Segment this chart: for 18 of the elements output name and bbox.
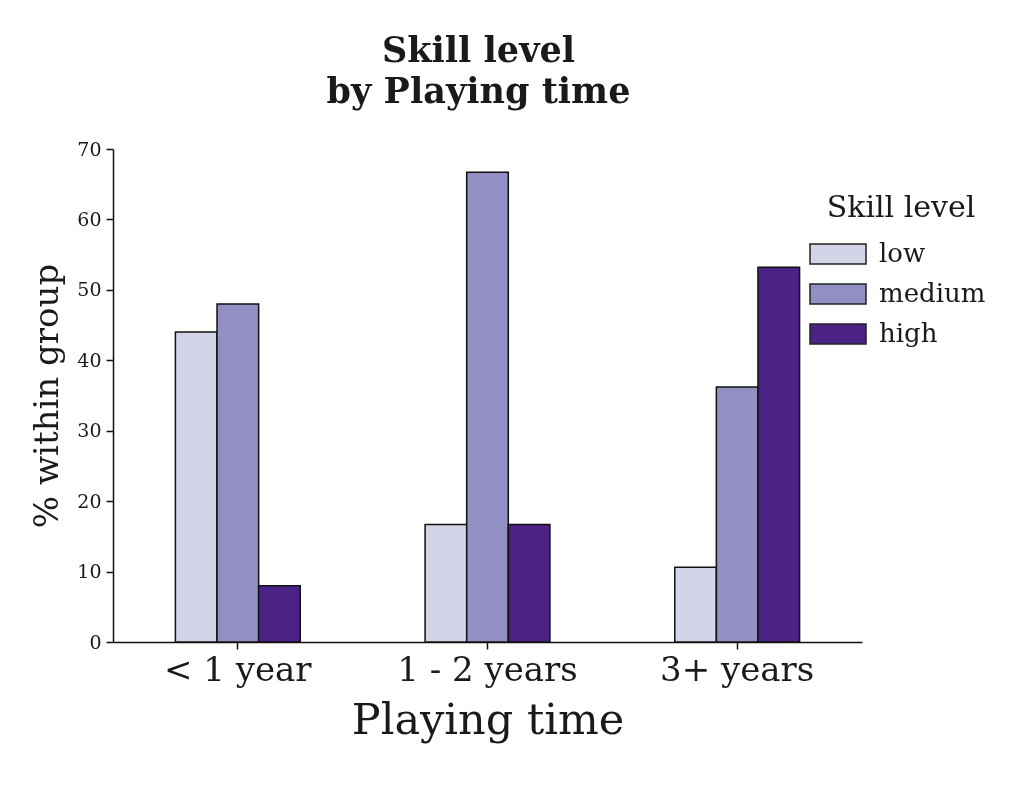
y-axis-title: % within group (26, 263, 67, 529)
y-tick-label: 40 (77, 348, 102, 371)
legend-label: high (879, 318, 938, 348)
y-tick-label: 0 (89, 630, 102, 653)
chart-title: Skill level by Playing time (326, 29, 631, 111)
legend-label: low (879, 238, 926, 268)
x-tick-label: 1 - 2 years (397, 648, 578, 689)
y-tick-label: 10 (77, 560, 102, 583)
legend-title: Skill level (826, 189, 976, 224)
legend-label: medium (879, 278, 986, 308)
x-tick-label: 3+ years (660, 648, 815, 689)
y-tick-label: 70 (77, 137, 102, 160)
x-axis-title: Playing time (351, 693, 625, 744)
y-tick-label: 30 (77, 419, 102, 442)
y-tick-label: 50 (77, 278, 102, 301)
y-tick-label: 20 (77, 489, 102, 512)
y-tick-label: 60 (77, 207, 102, 230)
x-tick-label: < 1 year (164, 648, 313, 689)
